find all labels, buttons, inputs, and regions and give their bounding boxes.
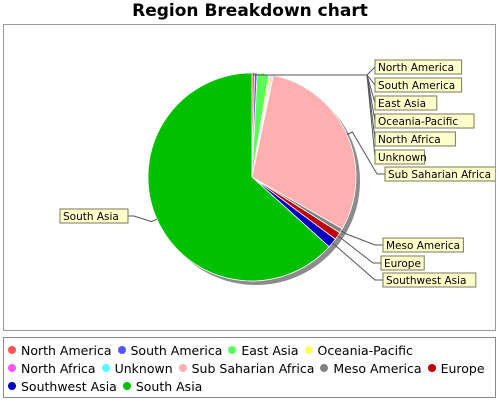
callout-box xyxy=(374,95,438,111)
callout-unknown: Unknown xyxy=(272,74,427,165)
legend-label: North Africa xyxy=(21,360,96,376)
callout-label: Europe xyxy=(384,258,421,270)
pie-chart: North America South America East Asia Ocean… xyxy=(59,59,495,288)
legend-swatch-icon xyxy=(117,346,126,354)
legend-item-europe[interactable]: Europe xyxy=(427,359,485,377)
legend-item-east-asia[interactable]: East Asia xyxy=(228,341,299,359)
legend-item-south-america[interactable]: South America xyxy=(117,341,223,359)
legend-item-oceania-pacific[interactable]: Oceania-Pacific xyxy=(304,341,413,359)
legend-swatch-icon xyxy=(8,382,16,390)
legend-item-north-america[interactable]: North America xyxy=(8,341,112,359)
callout-label: Southwest Asia xyxy=(386,275,467,287)
callout-box xyxy=(59,208,129,224)
callout-line xyxy=(252,66,376,76)
legend-label: Unknown xyxy=(114,360,173,376)
callout-label: South America xyxy=(378,80,455,92)
legend-label: East Asia xyxy=(241,342,299,358)
chart-title: Region Breakdown chart xyxy=(132,1,368,21)
callout-south-asia: South Asia xyxy=(59,208,158,224)
legend-label: Oceania-Pacific xyxy=(317,342,413,358)
callout-label: North Africa xyxy=(378,134,441,146)
callout-line xyxy=(272,74,376,158)
callout-box xyxy=(374,77,463,93)
legend-swatch-icon xyxy=(304,346,313,354)
legend-swatch-icon xyxy=(122,382,131,390)
legend-swatch-icon xyxy=(101,364,110,372)
legend-item-north-africa[interactable]: North Africa xyxy=(8,359,96,377)
pie-slice-sub-saharian-africa[interactable] xyxy=(251,74,357,230)
callout-label: Sub Saharian Africa xyxy=(388,169,491,181)
callout-southwest-asia: Southwest Asia xyxy=(332,242,477,288)
legend-label: South America xyxy=(130,342,223,358)
callout-north-america: North America xyxy=(252,59,463,76)
callout-line xyxy=(346,131,385,175)
callout-line xyxy=(340,230,383,246)
callout-line xyxy=(128,215,158,223)
callout-europe: Europe xyxy=(337,235,425,271)
callout-meso-america: Meso America xyxy=(340,230,464,253)
callout-label: Unknown xyxy=(378,152,427,164)
callout-box xyxy=(384,166,495,182)
callout-box xyxy=(374,131,456,147)
legend-label: Sub Saharian Africa xyxy=(191,360,315,376)
legend-swatch-icon xyxy=(178,364,187,372)
legend-swatch-icon xyxy=(228,346,237,354)
callout-label: North America xyxy=(378,62,454,74)
legend-swatch-icon xyxy=(8,364,16,372)
legend-item-south-asia[interactable]: South Asia xyxy=(122,377,203,395)
callout-line xyxy=(337,235,381,264)
callout-box xyxy=(382,237,464,253)
callout-box xyxy=(374,59,463,75)
callout-box xyxy=(374,149,425,165)
legend-label: Southwest Asia xyxy=(21,378,117,394)
callout-box xyxy=(382,272,477,288)
legend-item-sub-saharian-africa[interactable]: Sub Saharian Africa xyxy=(178,359,315,377)
legend-swatch-icon xyxy=(427,364,436,372)
legend-item-meso-america[interactable]: Meso America xyxy=(320,359,422,377)
legend-item-southwest-asia[interactable]: Southwest Asia xyxy=(8,377,117,395)
legend: North America South America East Asia Ocean… xyxy=(3,337,496,398)
callout-label: East Asia xyxy=(378,98,426,110)
callout-box xyxy=(380,255,425,271)
callout-east-asia: East Asia xyxy=(262,73,438,111)
legend-swatch-icon xyxy=(8,346,16,354)
callout-line xyxy=(332,242,383,281)
legend-item-unknown[interactable]: Unknown xyxy=(101,359,173,377)
callout-label: South Asia xyxy=(63,211,119,223)
legend-label: Europe xyxy=(440,360,485,376)
callout-sub-saharian-africa: Sub Saharian Africa xyxy=(346,131,495,182)
legend-label: Meso America xyxy=(333,360,422,376)
legend-swatch-icon xyxy=(320,364,329,372)
callout-box xyxy=(374,113,475,129)
pie-slice-south-asia[interactable] xyxy=(147,72,330,282)
plot-area: North America South America East Asia Ocean… xyxy=(3,24,496,331)
callout-label: Meso America xyxy=(386,240,460,252)
callout-label: Oceania-Pacific xyxy=(378,116,458,128)
legend-label: North America xyxy=(21,342,112,358)
legend-label: South Asia xyxy=(135,378,203,394)
